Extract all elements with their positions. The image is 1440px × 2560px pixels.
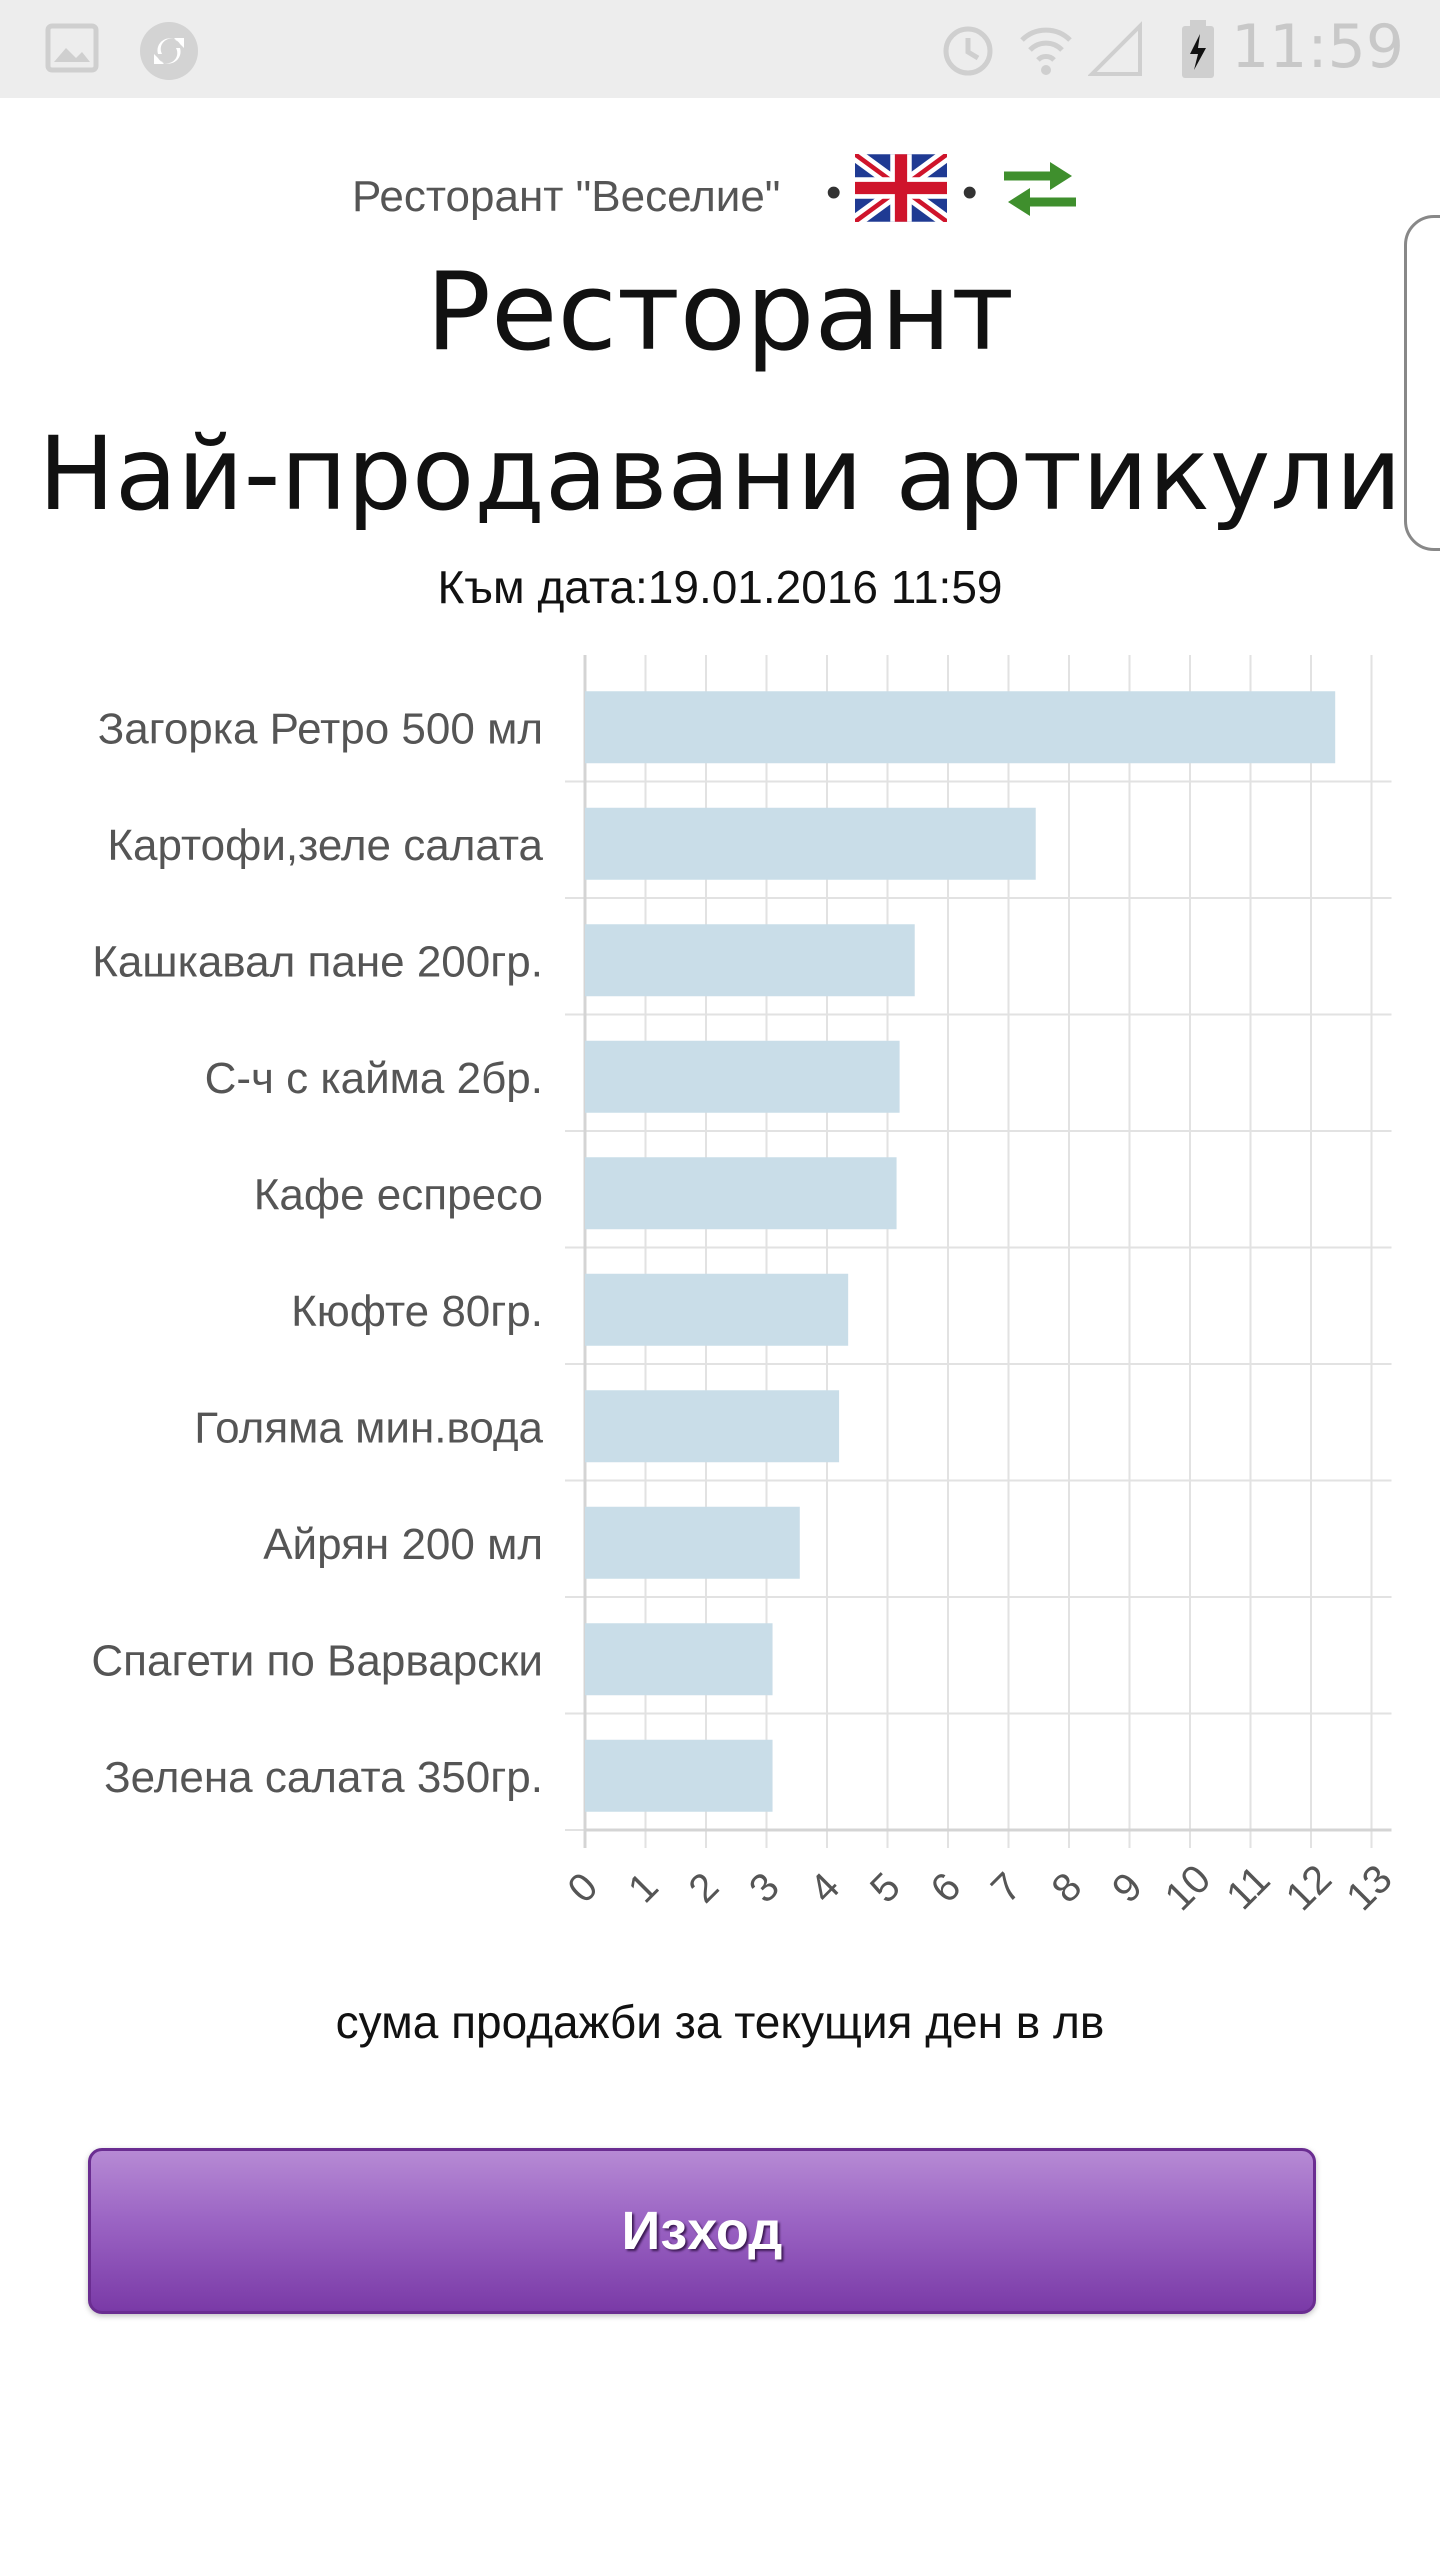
restaurant-name: Ресторант "Веселие" [352, 172, 781, 221]
category-label: Зелена салата 350гр. [104, 1753, 543, 1802]
x-tick-label: 13 [1338, 1857, 1401, 1920]
status-bar: 11:59 [0, 0, 1440, 98]
signal-icon [1087, 18, 1144, 83]
swap-arrows-icon[interactable] [1000, 158, 1080, 225]
exit-button[interactable]: Изход [88, 2148, 1316, 2314]
x-tick-label: 9 [1104, 1864, 1151, 1911]
side-drawer-tab[interactable] [1404, 215, 1440, 551]
x-tick-label: 3 [741, 1864, 788, 1911]
x-axis-label: сума продажби за текущия ден в лв [335, 1996, 1105, 2048]
category-label: Кашкавал пане 200гр. [92, 937, 543, 986]
status-clock: 11:59 [1231, 12, 1404, 82]
category-label: С-ч с кайма 2бр. [205, 1054, 543, 1103]
chart-bar [585, 807, 1036, 880]
page-subtitle: Най-продавани артикули [38, 415, 1402, 534]
top-items-bar-chart: Загорка Ретро 500 мл Картофи,зеле салата К… [91, 655, 1401, 1920]
chart-bar [585, 1623, 773, 1696]
chart-bar [585, 1390, 840, 1463]
page-title: Ресторант [425, 250, 1015, 375]
date-value: 19.01.2016 11:59 [647, 561, 1003, 613]
x-tick-label: 1 [620, 1864, 667, 1911]
chart-bar [585, 1157, 897, 1230]
separator-dot: • [826, 168, 842, 217]
chart-bar [585, 924, 915, 997]
category-label: Загорка Ретро 500 мл [98, 704, 543, 753]
x-tick-label: 5 [862, 1864, 909, 1911]
wifi-icon [1018, 18, 1074, 83]
x-tick-label: 4 [801, 1864, 848, 1911]
category-label: Голяма мин.вода [194, 1403, 543, 1452]
separator-dot: • [962, 168, 978, 217]
x-tick-label: 11 [1218, 1858, 1278, 1918]
x-tick-label: 0 [559, 1864, 606, 1911]
x-tick-label: 7 [983, 1864, 1030, 1911]
x-tick-label: 2 [680, 1864, 727, 1911]
category-label: Картофи,зеле салата [107, 821, 543, 870]
category-label: Кафе еспресо [254, 1170, 543, 1219]
chart-bar [585, 691, 1336, 764]
chart-bar [585, 1739, 773, 1812]
report-date: Към дата:19.01.2016 11:59 [0, 560, 1440, 614]
chart-bar [585, 1040, 900, 1113]
date-label: Към дата: [437, 561, 648, 613]
image-icon [44, 20, 100, 81]
alarm-icon [940, 18, 996, 83]
chart-bar [585, 1273, 849, 1346]
uk-flag-icon[interactable] [850, 148, 952, 228]
category-label: Айрян 200 мл [263, 1520, 543, 1569]
category-label: Спагети по Варварски [91, 1636, 543, 1685]
sync-icon [138, 20, 200, 87]
chart-bar [585, 1506, 800, 1579]
battery-charging-icon [1180, 18, 1216, 85]
x-tick-label: 10 [1157, 1857, 1220, 1920]
header-row: Ресторант "Веселие" • • [0, 148, 1440, 230]
x-tick-label: 8 [1043, 1864, 1090, 1911]
x-tick-label: 12 [1278, 1857, 1341, 1920]
x-tick-label: 6 [922, 1864, 969, 1911]
category-label: Кюфте 80гр. [291, 1287, 543, 1336]
